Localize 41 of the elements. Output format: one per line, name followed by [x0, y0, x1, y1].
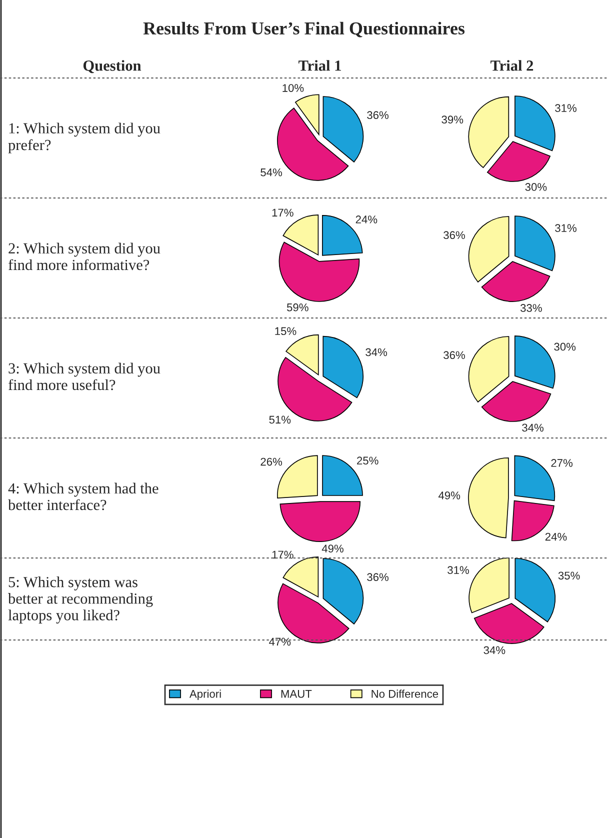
text: 1: Which system did you prefer? [8, 122, 160, 154]
data-label: 36% [444, 351, 465, 360]
data-label: 31% [555, 104, 576, 112]
data-label: 30% [525, 183, 547, 191]
text: 3: Which system did you find more useful? [8, 362, 160, 390]
data-label: 59% [286, 303, 308, 312]
legend-label: No Difference [372, 690, 438, 698]
data-label: 35% [558, 572, 580, 580]
data-label: 30% [554, 342, 576, 351]
data-label: 54% [260, 168, 282, 176]
text: Trial 2 [490, 60, 534, 71]
data-label: 24% [545, 532, 567, 541]
text: 5: Which system was better at recommending laptops you liked? [8, 576, 153, 624]
data-label: 51% [269, 416, 291, 424]
data-label: 34% [366, 348, 388, 356]
text: 2: Which system did you find more informative? [8, 242, 160, 270]
data-label: 36% [444, 231, 465, 240]
data-label: 49% [322, 544, 344, 553]
data-label: 36% [367, 573, 388, 582]
data-label: 15% [275, 327, 296, 336]
data-label: 27% [551, 459, 573, 467]
data-label: 34% [484, 646, 506, 654]
data-label: 31% [448, 566, 469, 574]
data-label: 49% [438, 491, 460, 500]
legend-label: MAUT [281, 690, 312, 698]
data-label: 36% [367, 111, 388, 120]
text: Trial 1 [298, 60, 341, 71]
data-label: 33% [520, 304, 542, 312]
text: Results From User’s Final Questionnaires [143, 22, 465, 38]
data-label: 17% [272, 208, 294, 217]
data-label: 26% [260, 458, 282, 466]
data-label: 25% [357, 456, 378, 465]
legend-label: Apriori [189, 690, 221, 700]
data-label: 24% [356, 216, 378, 224]
text: Question [83, 60, 142, 74]
data-label: 31% [555, 224, 576, 232]
data-label: 47% [269, 638, 291, 646]
text: 4: Which system had the better interface? [8, 482, 158, 510]
data-label: 34% [522, 424, 544, 432]
data-label: 39% [442, 116, 464, 124]
data-label: 10% [282, 84, 304, 92]
